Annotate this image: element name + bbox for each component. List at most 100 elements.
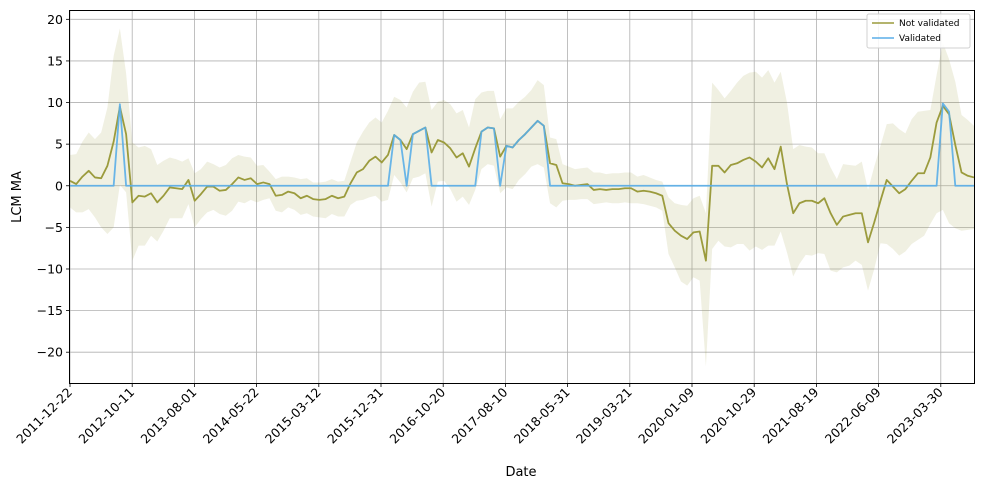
data-point-not-validated [175, 188, 176, 189]
y-tick-label: 5 [55, 137, 63, 152]
data-point-validated [655, 185, 656, 186]
data-point-not-validated [811, 200, 812, 201]
data-point-validated [599, 185, 600, 186]
data-point-not-validated [930, 157, 931, 158]
data-point-validated [238, 185, 239, 186]
y-tick-label: 15 [47, 53, 63, 68]
data-point-not-validated [743, 159, 744, 160]
data-point-not-validated [281, 194, 282, 195]
data-point-not-validated [637, 191, 638, 192]
data-point-validated [431, 185, 432, 186]
data-point-not-validated [475, 148, 476, 149]
data-point-not-validated [188, 179, 189, 180]
data-point-not-validated [961, 172, 962, 173]
data-point-validated [101, 185, 102, 186]
data-point-validated [375, 185, 376, 186]
data-point-validated [712, 185, 713, 186]
data-point-not-validated [755, 161, 756, 162]
data-point-validated [525, 134, 526, 135]
series-line-validated [70, 102, 974, 187]
legend: Not validated Validated [866, 13, 971, 49]
data-point-validated [225, 185, 226, 186]
data-point-validated [175, 185, 176, 186]
data-point-not-validated [443, 142, 444, 143]
data-point-validated [699, 185, 700, 186]
data-point-not-validated [250, 178, 251, 179]
data-point-validated [394, 134, 395, 135]
data-point-validated [761, 185, 762, 186]
y-tick-label: 0 [55, 178, 63, 193]
data-point-not-validated [200, 193, 201, 194]
data-point-validated [587, 185, 588, 186]
data-point-not-validated [593, 189, 594, 190]
data-point-not-validated [849, 214, 850, 215]
data-point-not-validated [94, 177, 95, 178]
series-lines [69, 102, 975, 262]
data-point-validated [256, 185, 257, 186]
data-point-validated [344, 185, 345, 186]
data-point-not-validated [805, 200, 806, 201]
data-point-validated [132, 185, 133, 186]
data-point-not-validated [101, 178, 102, 179]
data-point-not-validated [337, 198, 338, 199]
data-point-not-validated [232, 184, 233, 185]
data-point-validated [387, 185, 388, 186]
data-point-validated [581, 185, 582, 186]
data-point-not-validated [905, 188, 906, 189]
data-point-not-validated [861, 213, 862, 214]
data-point-not-validated [761, 167, 762, 168]
data-point-validated [836, 185, 837, 186]
data-point-not-validated [655, 193, 656, 194]
data-point-not-validated [606, 189, 607, 190]
data-point-not-validated [331, 195, 332, 196]
data-point-not-validated [500, 156, 501, 157]
data-point-validated [450, 185, 451, 186]
data-point-not-validated [674, 230, 675, 231]
data-point-not-validated [126, 134, 127, 135]
data-point-not-validated [113, 141, 114, 142]
data-point-not-validated [82, 176, 83, 177]
data-point-not-validated [144, 196, 145, 197]
data-point-validated [107, 185, 108, 186]
data-point-validated [562, 185, 563, 186]
data-point-not-validated [768, 158, 769, 159]
data-point-not-validated [132, 202, 133, 203]
y-tick-label: 20 [47, 12, 63, 27]
data-point-not-validated [687, 238, 688, 239]
data-point-validated [288, 185, 289, 186]
data-point-validated [549, 185, 550, 186]
data-point-not-validated [587, 184, 588, 185]
data-point-validated [300, 185, 301, 186]
data-point-not-validated [107, 165, 108, 166]
data-point-validated [662, 185, 663, 186]
data-point-validated [824, 185, 825, 186]
data-point-validated [194, 185, 195, 186]
data-point-not-validated [369, 160, 370, 161]
data-point-validated [674, 185, 675, 186]
data-point-not-validated [269, 184, 270, 185]
data-point-validated [849, 185, 850, 186]
data-point-not-validated [381, 162, 382, 163]
data-point-validated [861, 185, 862, 186]
data-point-validated [624, 185, 625, 186]
data-point-not-validated [456, 157, 457, 158]
data-point-not-validated [662, 195, 663, 196]
data-point-validated [637, 185, 638, 186]
data-point-not-validated [256, 184, 257, 185]
data-point-validated [718, 185, 719, 186]
data-point-validated [936, 185, 937, 186]
data-point-validated [899, 185, 900, 186]
data-point-validated [730, 185, 731, 186]
data-point-validated [487, 127, 488, 128]
data-point-validated [437, 185, 438, 186]
data-point-not-validated [899, 193, 900, 194]
data-point-validated [917, 185, 918, 186]
data-point-validated [531, 127, 532, 128]
data-point-validated [911, 185, 912, 186]
data-point-validated [948, 111, 949, 112]
data-point-not-validated [88, 170, 89, 171]
data-point-validated [443, 185, 444, 186]
data-point-not-validated [157, 202, 158, 203]
data-point-validated [799, 185, 800, 186]
